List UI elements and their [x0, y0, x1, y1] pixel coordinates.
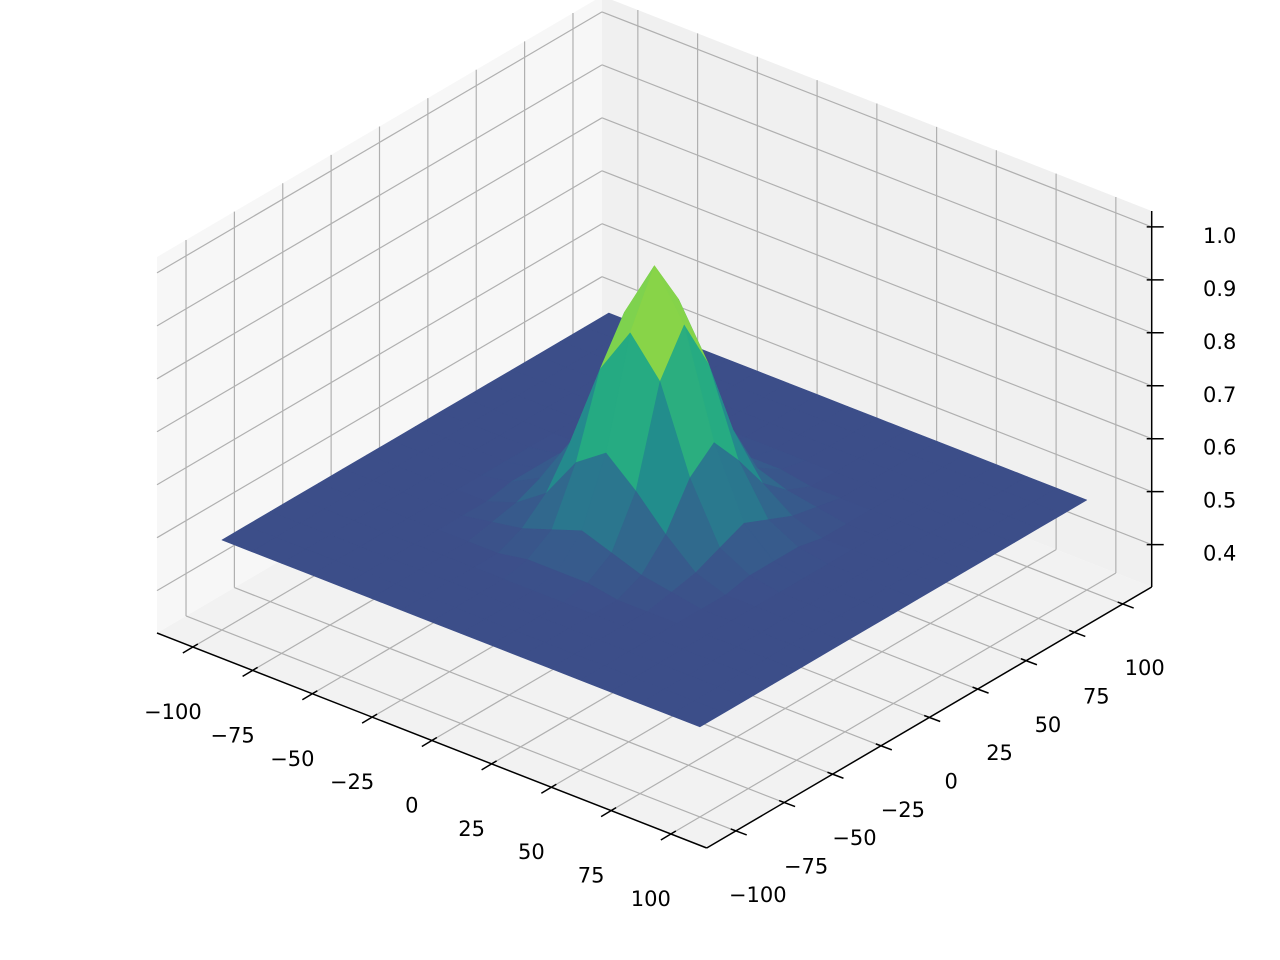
grid-line — [601, 223, 1152, 440]
z-tick-label: 0.9 — [1203, 277, 1236, 301]
y-tick-label: 75 — [1083, 684, 1110, 708]
x-tick — [301, 690, 318, 701]
y-tick — [875, 743, 893, 751]
grid-line — [156, 117, 603, 380]
x-tick-label: −75 — [210, 723, 254, 747]
grid-line — [601, 276, 1152, 493]
grid-line — [156, 11, 603, 274]
y-tick-label: 0 — [945, 770, 958, 794]
y-tick-label: −25 — [881, 798, 925, 822]
x-tick-label: −50 — [270, 747, 314, 771]
x-tick — [182, 643, 199, 654]
x-tick — [242, 666, 258, 678]
x-tick-label: 100 — [631, 887, 671, 911]
y-tick — [730, 828, 747, 836]
y-tick-label: 50 — [1035, 713, 1062, 737]
grid-line — [156, 64, 603, 327]
y-tick — [1117, 601, 1134, 609]
z-tick-label: 0.4 — [1203, 542, 1236, 566]
grid-line — [234, 587, 785, 804]
y-tick — [1020, 658, 1038, 666]
x-tick — [481, 760, 497, 771]
y-tick — [778, 799, 796, 808]
z-tick-label: 0.8 — [1203, 330, 1236, 354]
x-tick-label: 50 — [518, 840, 545, 864]
grid-line — [156, 223, 603, 486]
grid-line — [601, 170, 1152, 387]
grid-line — [185, 615, 736, 832]
x-tick — [600, 806, 617, 818]
y-tick-label: −75 — [784, 855, 828, 879]
x-tick-label: −100 — [144, 700, 202, 724]
grid-line — [601, 11, 1152, 228]
grid-line — [156, 276, 603, 539]
z-tick-label: 1.0 — [1203, 224, 1236, 248]
y-tick-label: 25 — [986, 741, 1013, 765]
x-tick — [660, 830, 677, 841]
x-tick-label: −25 — [330, 770, 374, 794]
z-tick-label: 0.5 — [1203, 489, 1236, 513]
x-tick-label: 0 — [405, 794, 418, 818]
y-tick — [972, 686, 989, 694]
grid-line — [601, 117, 1152, 334]
x-tick-label: 75 — [578, 864, 605, 888]
x-tick — [421, 736, 438, 748]
surface-cell — [669, 700, 725, 728]
x-tick — [540, 783, 557, 794]
z-tick-label: 0.7 — [1203, 383, 1236, 407]
x-tick — [361, 713, 378, 724]
z-tick-label: 0.6 — [1203, 436, 1236, 460]
y-tick-label: 100 — [1125, 656, 1165, 680]
y-tick — [827, 771, 844, 779]
y-tick-label: −100 — [729, 883, 787, 907]
y-tick-label: −50 — [832, 826, 876, 850]
y-tick — [1069, 629, 1086, 638]
grid-line — [156, 170, 603, 433]
y-tick — [923, 714, 941, 723]
grid-line — [601, 64, 1152, 281]
x-tick-label: 25 — [458, 817, 485, 841]
